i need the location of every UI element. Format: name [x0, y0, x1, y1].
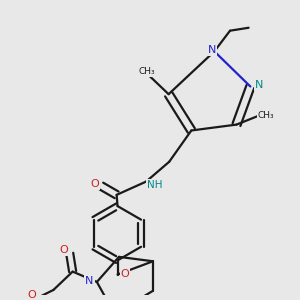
Text: O: O	[28, 290, 37, 300]
Text: O: O	[121, 269, 129, 279]
Text: N: N	[85, 276, 94, 286]
Text: CH₃: CH₃	[258, 111, 274, 120]
Text: O: O	[59, 245, 68, 255]
Text: N: N	[208, 45, 216, 55]
Text: NH: NH	[147, 179, 162, 190]
Text: O: O	[90, 178, 99, 189]
Text: N: N	[254, 80, 263, 90]
Text: CH₃: CH₃	[138, 67, 155, 76]
